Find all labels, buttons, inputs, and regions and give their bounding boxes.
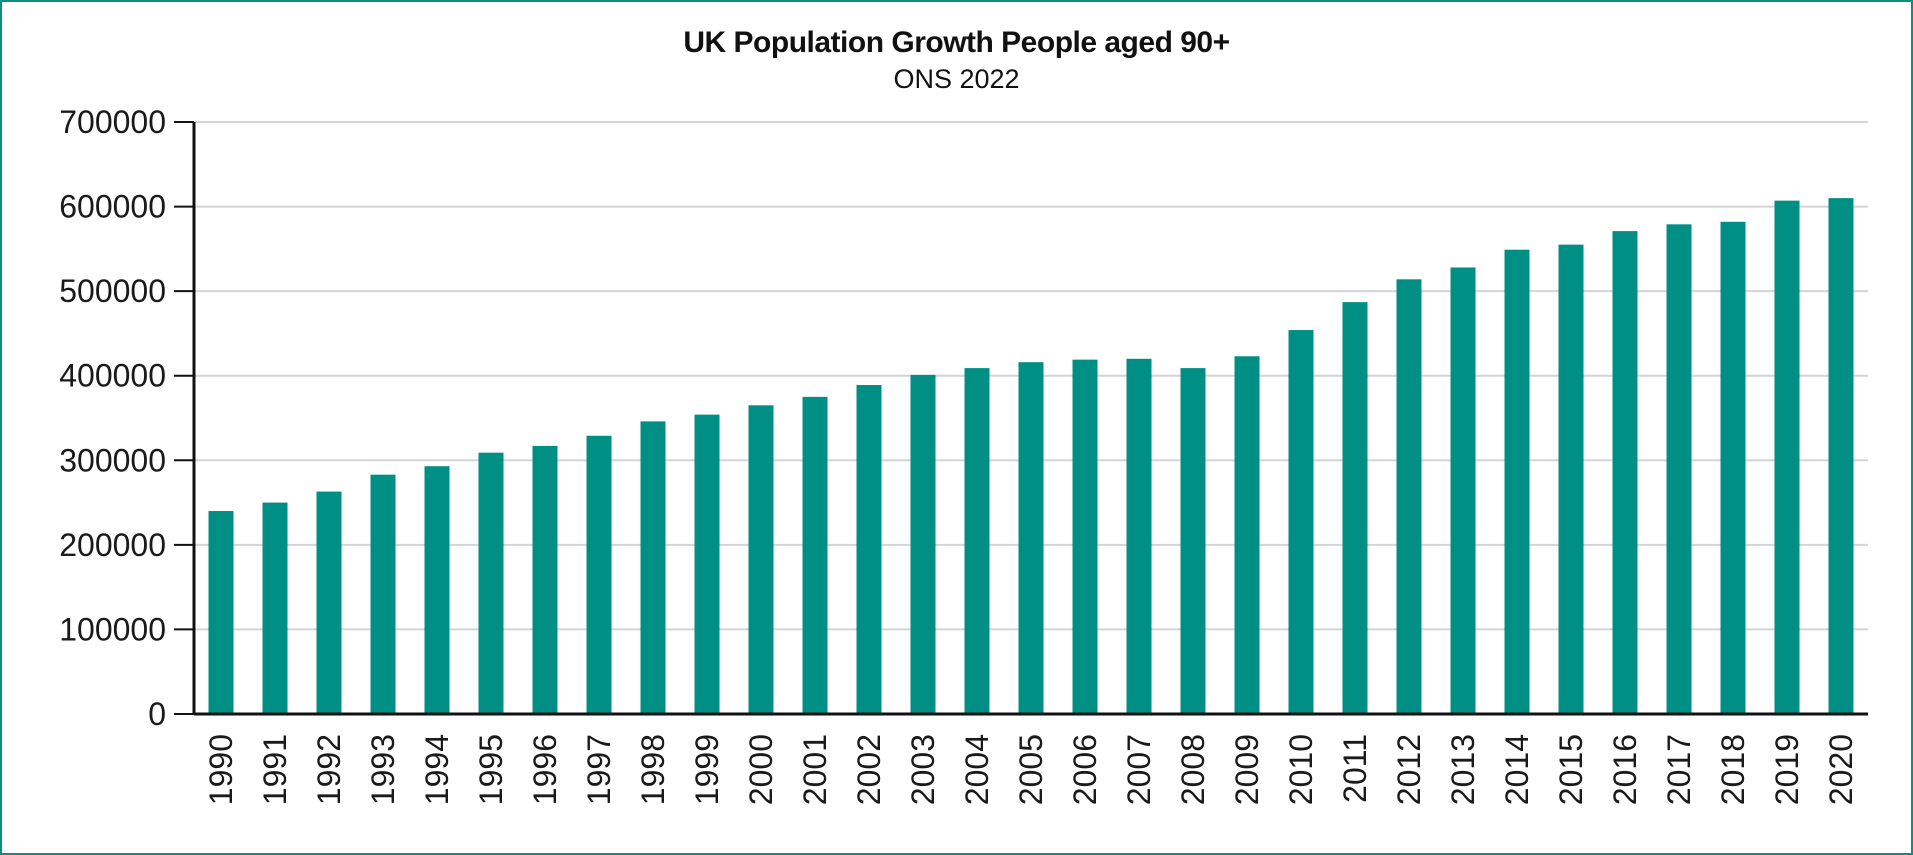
x-tick-label: 2015: [1553, 734, 1589, 805]
bar: [910, 374, 936, 714]
y-tick-label: 100000: [59, 611, 166, 647]
y-tick-label: 600000: [59, 189, 166, 225]
x-tick-label: 2004: [959, 734, 995, 805]
bar: [640, 421, 666, 714]
bar: [1342, 302, 1368, 714]
axes: [174, 121, 1868, 716]
x-tick-label: 2003: [905, 734, 941, 805]
bar: [1234, 356, 1260, 714]
x-tick-labels: 1990 1991 1992 1993 1994 1995 1996 1997 1998 1999…: [203, 734, 1859, 805]
bar: [1720, 221, 1746, 714]
x-tick-label: 1990: [203, 734, 239, 805]
bar: [478, 452, 504, 714]
bar: [424, 466, 450, 714]
bar: [1126, 358, 1152, 714]
x-tick-label: 2001: [797, 734, 833, 805]
y-tick-labels: 0 100000 200000 300000 400000 500000 600000 700…: [59, 104, 166, 732]
y-tick-label: 300000: [59, 442, 166, 478]
x-tick-label: 2011: [1337, 734, 1373, 803]
bar: [694, 414, 720, 714]
bar: [586, 435, 612, 714]
bar: [1288, 330, 1314, 714]
x-tick-label: 1994: [419, 734, 455, 805]
x-tick-label: 2017: [1661, 734, 1697, 805]
x-tick-label: 2009: [1229, 734, 1265, 805]
bar: [1396, 279, 1422, 714]
y-tick-label: 500000: [59, 273, 166, 309]
y-tick-label: 200000: [59, 527, 166, 563]
x-tick-label: 2005: [1013, 734, 1049, 805]
x-tick-label: 2013: [1445, 734, 1481, 805]
y-tick-label: 400000: [59, 358, 166, 394]
bar: [802, 396, 828, 714]
bar: [1072, 359, 1098, 714]
x-tick-label: 2019: [1769, 734, 1805, 805]
bar: [1774, 200, 1800, 714]
bar: [370, 474, 396, 714]
bar: [1828, 198, 1854, 715]
chart-subtitle: ONS 2022: [893, 64, 1020, 94]
bar: [1450, 267, 1476, 714]
x-tick-label: 1991: [257, 734, 293, 805]
bar: [1504, 249, 1530, 714]
y-tick-label: 0: [148, 696, 166, 732]
bar: [748, 405, 774, 714]
x-tick-label: 2018: [1715, 734, 1751, 805]
x-tick-label: 2000: [743, 734, 779, 805]
bar: [208, 511, 234, 714]
x-tick-label: 2010: [1283, 734, 1319, 805]
x-tick-label: 2014: [1499, 734, 1535, 805]
x-tick-label: 1992: [311, 734, 347, 805]
x-tick-label: 1998: [635, 734, 671, 805]
x-tick-label: 1997: [581, 734, 617, 805]
x-tick-label: 1995: [473, 734, 509, 805]
x-tick-label: 1993: [365, 734, 401, 805]
bar: [532, 445, 558, 714]
x-tick-label: 2006: [1067, 734, 1103, 805]
bar: [1018, 362, 1044, 714]
bar: [1612, 231, 1638, 714]
x-tick-label: 1996: [527, 734, 563, 805]
x-tick-label: 2008: [1175, 734, 1211, 805]
bar: [964, 368, 990, 714]
x-tick-label: 2002: [851, 734, 887, 805]
x-tick-label: 2020: [1823, 734, 1859, 805]
bar: [1558, 244, 1584, 714]
x-tick-label: 2016: [1607, 734, 1643, 805]
bar: [1666, 224, 1692, 714]
x-tick-label: 2007: [1121, 734, 1157, 805]
chart-title: UK Population Growth People aged 90+: [683, 26, 1230, 59]
bar: [316, 491, 342, 714]
x-tick-label: 2012: [1391, 734, 1427, 805]
x-tick-label: 1999: [689, 734, 725, 805]
bar: [856, 385, 882, 714]
y-tick-label: 700000: [59, 104, 166, 140]
bar: [262, 502, 288, 714]
bar: [1180, 368, 1206, 714]
bars: [208, 198, 1854, 715]
